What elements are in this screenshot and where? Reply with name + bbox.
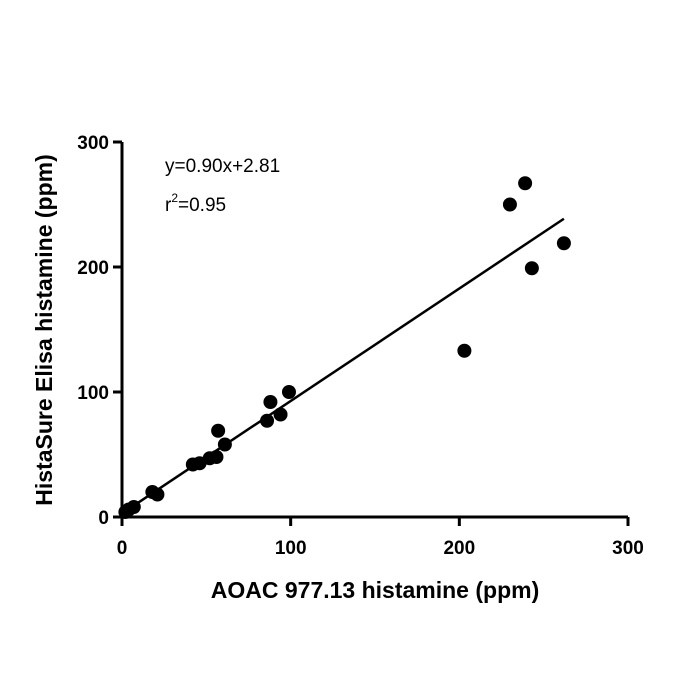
data-point [209, 450, 224, 464]
r-squared-annotation: r2=0.95 [165, 191, 226, 216]
regression-equation: y=0.90x+2.81 [165, 156, 280, 177]
x-tick-label: 200 [443, 538, 475, 559]
data-points [118, 176, 571, 519]
data-point [150, 487, 165, 502]
data-point [556, 236, 571, 251]
x-tick-label: 100 [275, 538, 307, 559]
y-tick-label: 0 [98, 508, 109, 529]
data-point [502, 197, 517, 212]
data-point [457, 343, 472, 358]
x-tick-label: 300 [612, 538, 644, 559]
r-squared-exponent: 2 [171, 191, 178, 205]
data-point [518, 176, 533, 191]
data-point [217, 437, 232, 452]
r-squared-value: =0.95 [178, 195, 226, 216]
data-point [263, 395, 278, 409]
data-point [260, 413, 275, 428]
y-tick-label: 200 [77, 258, 109, 279]
x-ticks: 0 100 200 300 [117, 517, 644, 559]
y-axis-title: HistaSure Elisa histamine (ppm) [31, 154, 57, 505]
y-ticks: 0 100 200 300 [77, 133, 122, 529]
r-squared-prefix: r [165, 195, 172, 216]
data-point [524, 261, 539, 276]
y-tick-label: 100 [77, 383, 109, 404]
chart-axes [120, 142, 628, 519]
data-point [281, 385, 296, 399]
data-point [126, 500, 141, 514]
y-tick-label: 300 [77, 133, 109, 154]
data-point [211, 423, 226, 438]
x-axis-title: AOAC 977.13 histamine (ppm) [211, 577, 539, 603]
data-point [273, 407, 288, 422]
x-tick-label: 0 [117, 538, 128, 559]
